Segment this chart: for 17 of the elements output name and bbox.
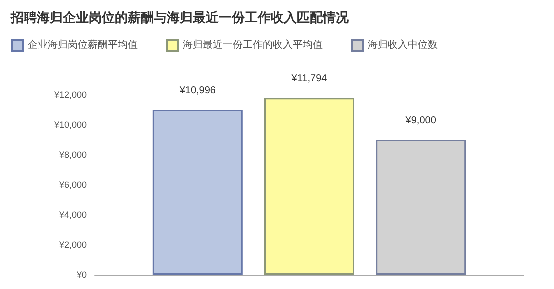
bar [152, 110, 243, 275]
data-label: ¥11,794 [290, 74, 328, 85]
chart-title: 招聘海归企业岗位的薪酬与海归最近一份工作收入匹配情况 [10, 10, 350, 25]
y-tick-label: ¥2,000 [58, 240, 87, 250]
bar [264, 98, 354, 275]
y-tick-label: ¥6,000 [58, 180, 87, 190]
legend-label: 海归收入中位数 [368, 39, 438, 51]
legend-label: 海归最近一份工作的收入平均值 [183, 39, 323, 51]
y-tick-label: ¥10,000 [53, 120, 87, 130]
y-tick-label: ¥12,000 [53, 90, 87, 100]
y-tick-label: ¥0 [76, 270, 87, 280]
bar [376, 140, 466, 275]
y-tick-label: ¥8,000 [58, 150, 87, 160]
legend-label: 企业海归岗位薪酬平均值 [28, 39, 138, 51]
data-label: ¥9,000 [404, 116, 437, 126]
data-label: ¥10,996 [178, 86, 216, 97]
y-tick-label: ¥4,000 [58, 210, 87, 220]
